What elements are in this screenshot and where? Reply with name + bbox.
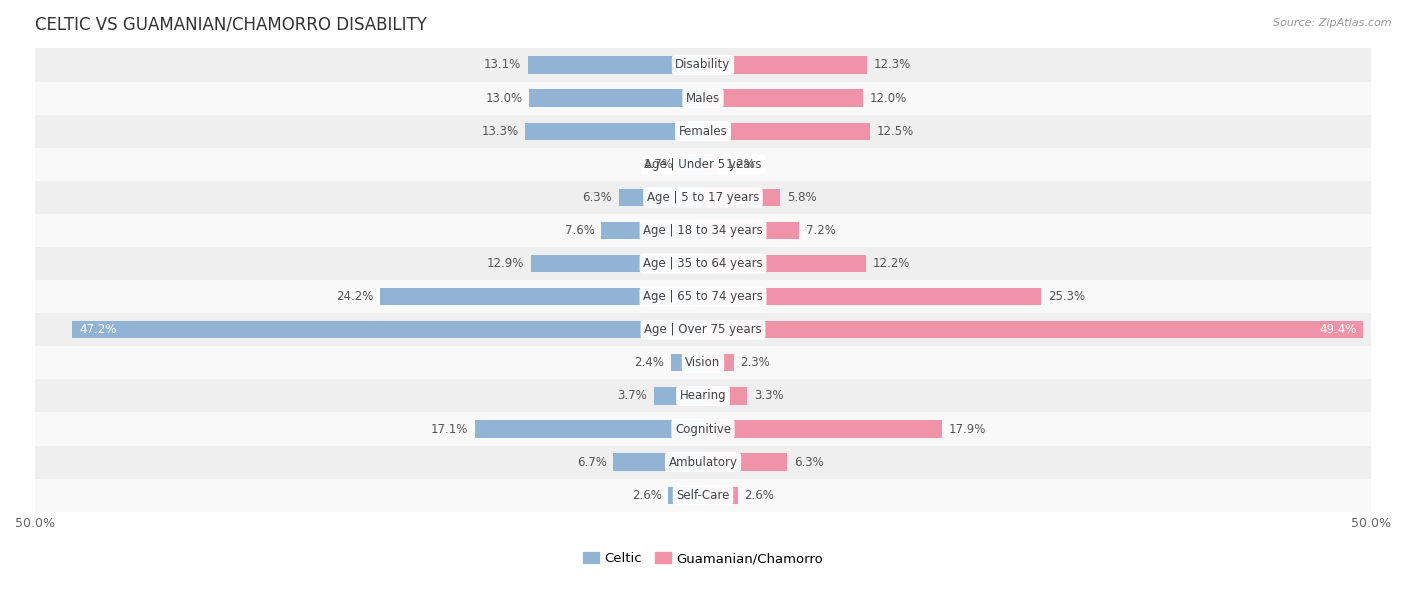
Text: 17.9%: 17.9% bbox=[949, 422, 986, 436]
Text: 12.2%: 12.2% bbox=[873, 257, 910, 270]
Bar bbox=[654, 387, 703, 405]
Bar bbox=[35, 412, 1371, 446]
Text: 12.0%: 12.0% bbox=[870, 92, 907, 105]
Text: Females: Females bbox=[679, 125, 727, 138]
Text: 7.6%: 7.6% bbox=[565, 224, 595, 237]
Bar bbox=[703, 188, 780, 206]
Bar bbox=[35, 214, 1371, 247]
Bar bbox=[35, 48, 1371, 81]
Text: 6.3%: 6.3% bbox=[794, 455, 824, 469]
Bar bbox=[602, 222, 703, 239]
Text: Age | 18 to 34 years: Age | 18 to 34 years bbox=[643, 224, 763, 237]
Bar bbox=[668, 487, 703, 504]
Bar bbox=[72, 321, 703, 338]
Bar bbox=[703, 354, 734, 371]
Text: Vision: Vision bbox=[685, 356, 721, 369]
Bar bbox=[35, 81, 1371, 114]
Bar bbox=[35, 346, 1371, 379]
Text: 1.2%: 1.2% bbox=[725, 158, 755, 171]
Bar bbox=[529, 89, 703, 106]
Bar bbox=[526, 122, 703, 140]
Text: Age | 35 to 64 years: Age | 35 to 64 years bbox=[643, 257, 763, 270]
Text: Age | 65 to 74 years: Age | 65 to 74 years bbox=[643, 290, 763, 303]
Text: 2.6%: 2.6% bbox=[631, 489, 662, 502]
Text: 7.2%: 7.2% bbox=[806, 224, 835, 237]
Text: 12.3%: 12.3% bbox=[875, 59, 911, 72]
Text: 12.5%: 12.5% bbox=[877, 125, 914, 138]
Text: Cognitive: Cognitive bbox=[675, 422, 731, 436]
Bar bbox=[703, 56, 868, 73]
Bar bbox=[703, 255, 866, 272]
Bar bbox=[35, 280, 1371, 313]
Bar bbox=[613, 453, 703, 471]
Text: 6.3%: 6.3% bbox=[582, 191, 612, 204]
Legend: Celtic, Guamanian/Chamorro: Celtic, Guamanian/Chamorro bbox=[583, 553, 823, 565]
Bar bbox=[35, 247, 1371, 280]
Text: 13.3%: 13.3% bbox=[481, 125, 519, 138]
Bar bbox=[35, 479, 1371, 512]
Bar bbox=[703, 487, 738, 504]
Text: Source: ZipAtlas.com: Source: ZipAtlas.com bbox=[1274, 18, 1392, 28]
Text: 1.7%: 1.7% bbox=[644, 158, 673, 171]
Text: 6.7%: 6.7% bbox=[576, 455, 607, 469]
Text: CELTIC VS GUAMANIAN/CHAMORRO DISABILITY: CELTIC VS GUAMANIAN/CHAMORRO DISABILITY bbox=[35, 15, 427, 33]
Text: 47.2%: 47.2% bbox=[79, 323, 117, 336]
Bar bbox=[703, 453, 787, 471]
Text: 13.1%: 13.1% bbox=[484, 59, 522, 72]
Bar bbox=[35, 147, 1371, 181]
Bar bbox=[619, 188, 703, 206]
Text: 24.2%: 24.2% bbox=[336, 290, 373, 303]
Text: 5.8%: 5.8% bbox=[787, 191, 817, 204]
Text: 12.9%: 12.9% bbox=[486, 257, 524, 270]
Text: 13.0%: 13.0% bbox=[485, 92, 523, 105]
Bar bbox=[35, 181, 1371, 214]
Text: Self-Care: Self-Care bbox=[676, 489, 730, 502]
Text: Age | 5 to 17 years: Age | 5 to 17 years bbox=[647, 191, 759, 204]
Bar bbox=[35, 379, 1371, 412]
Bar bbox=[35, 446, 1371, 479]
Bar bbox=[703, 387, 747, 405]
Bar bbox=[475, 420, 703, 438]
Bar bbox=[703, 222, 799, 239]
Bar bbox=[703, 420, 942, 438]
Text: Age | Over 75 years: Age | Over 75 years bbox=[644, 323, 762, 336]
Text: 3.7%: 3.7% bbox=[617, 389, 647, 403]
Bar bbox=[35, 114, 1371, 147]
Text: 17.1%: 17.1% bbox=[430, 422, 468, 436]
Bar bbox=[530, 255, 703, 272]
Bar bbox=[380, 288, 703, 305]
Text: Age | Under 5 years: Age | Under 5 years bbox=[644, 158, 762, 171]
Bar bbox=[681, 155, 703, 173]
Text: 25.3%: 25.3% bbox=[1047, 290, 1085, 303]
Text: 2.4%: 2.4% bbox=[634, 356, 664, 369]
Text: Males: Males bbox=[686, 92, 720, 105]
Bar bbox=[703, 89, 863, 106]
Bar bbox=[529, 56, 703, 73]
Text: Ambulatory: Ambulatory bbox=[668, 455, 738, 469]
Bar bbox=[703, 155, 718, 173]
Bar bbox=[35, 313, 1371, 346]
Text: 49.4%: 49.4% bbox=[1319, 323, 1357, 336]
Bar bbox=[671, 354, 703, 371]
Bar bbox=[703, 288, 1040, 305]
Bar bbox=[703, 122, 870, 140]
Text: Hearing: Hearing bbox=[679, 389, 727, 403]
Text: 3.3%: 3.3% bbox=[754, 389, 783, 403]
Bar bbox=[703, 321, 1362, 338]
Text: 2.6%: 2.6% bbox=[744, 489, 775, 502]
Text: Disability: Disability bbox=[675, 59, 731, 72]
Text: 2.3%: 2.3% bbox=[741, 356, 770, 369]
